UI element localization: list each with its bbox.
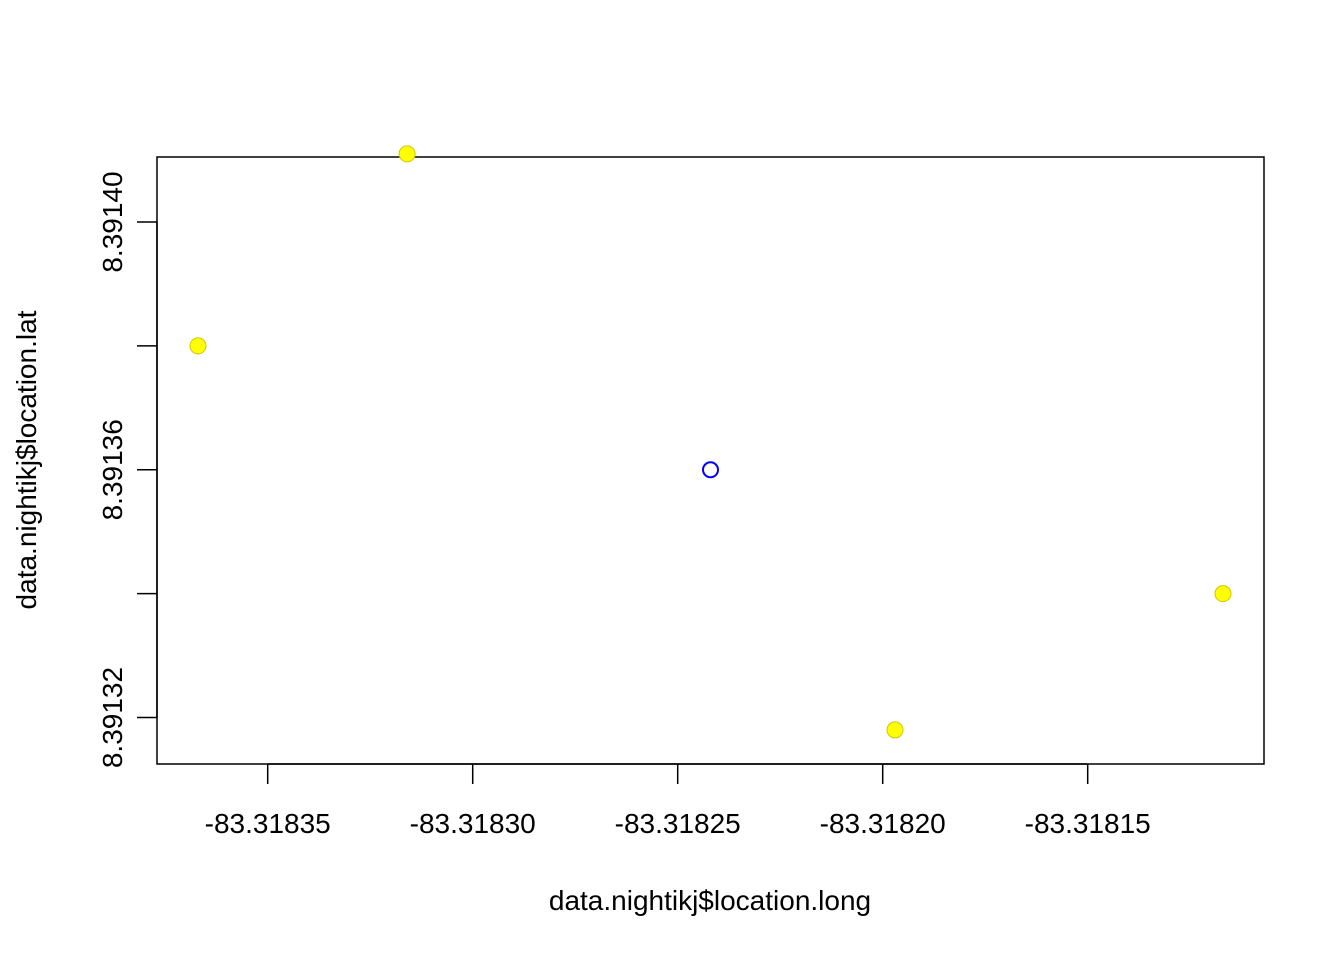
data-point <box>886 721 904 739</box>
y-axis: 8.39132 8.39136 8.39140 <box>97 171 158 768</box>
x-tick-label: -83.31830 <box>410 808 536 839</box>
y-tick-label: 8.39136 <box>97 419 128 520</box>
data-point-open <box>702 461 719 479</box>
data-point <box>398 145 416 163</box>
data-point <box>1214 585 1232 603</box>
data-point <box>189 337 207 355</box>
x-tick-label: -83.31820 <box>820 808 946 839</box>
x-axis-label: data.nightikj$location.long <box>549 885 871 916</box>
y-axis-label: data.nightikj$location.lat <box>11 310 42 609</box>
x-tick-label: -83.31825 <box>615 808 741 839</box>
x-tick-label: -83.31815 <box>1025 808 1151 839</box>
plot-frame <box>156 156 1265 765</box>
x-tick-label: -83.31835 <box>205 808 331 839</box>
x-axis: -83.31835 -83.31830 -83.31825 -83.31820 -83.… <box>205 763 1151 839</box>
y-tick-label: 8.39140 <box>97 171 128 272</box>
y-tick-label: 8.39132 <box>97 667 128 768</box>
data-points <box>189 145 1232 739</box>
